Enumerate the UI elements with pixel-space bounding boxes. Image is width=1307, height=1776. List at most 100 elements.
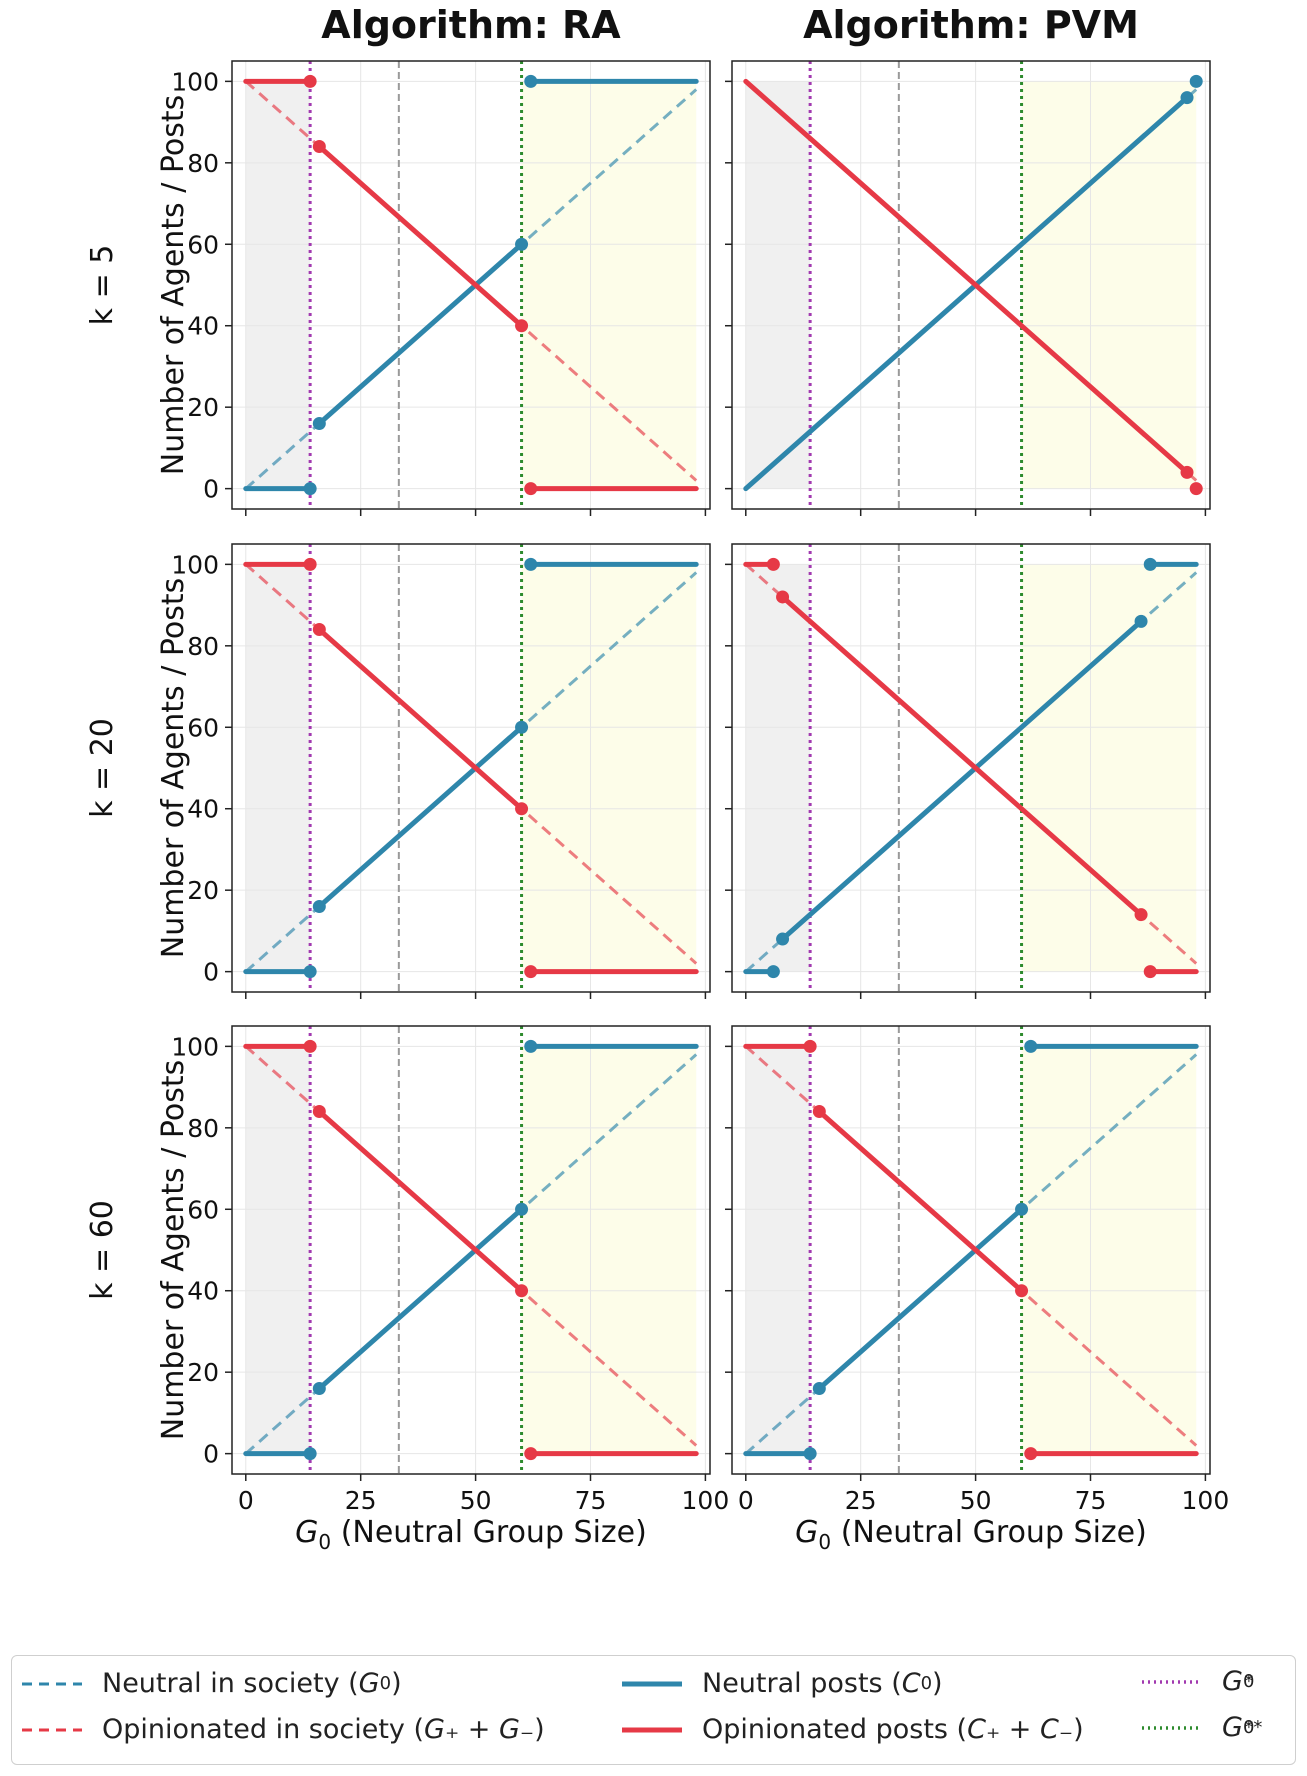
- legend-neutral-society: Neutral in society (G 0): [22, 1668, 402, 1699]
- shade-region-right: [1021, 81, 1197, 489]
- x-axis-label: G0 (Neutral Group Size): [795, 1515, 1147, 1554]
- opinionated-posts-segment: [780, 594, 1144, 918]
- opinionated-posts-point: [515, 319, 529, 333]
- neutral-posts-point: [1024, 1039, 1038, 1053]
- plot-area: [732, 544, 1210, 992]
- column-title: Algorithm: PVM: [803, 3, 1139, 47]
- neutral-posts-point: [1143, 557, 1157, 571]
- neutral-posts-point: [1015, 1202, 1029, 1216]
- neutral-posts-point: [515, 237, 529, 251]
- neutral-posts-segment: [316, 1206, 525, 1391]
- neutral-posts-point: [1180, 91, 1194, 105]
- shade-region-left: [745, 1046, 811, 1454]
- shade-region-right: [1021, 564, 1197, 972]
- opinionated-posts-point: [1180, 465, 1194, 479]
- neutral-posts-segment: [780, 618, 1144, 942]
- opinionated-posts-point: [1189, 482, 1203, 496]
- plot-area: [232, 1026, 710, 1474]
- x-tick-label: 50: [960, 1486, 992, 1515]
- y-tick-label: 60: [187, 1195, 219, 1224]
- opinionated-posts-point: [515, 1284, 529, 1298]
- opinionated-posts-point: [812, 1105, 826, 1119]
- x-tick-label: 100: [682, 1486, 730, 1515]
- opinionated-posts-point: [312, 1105, 326, 1119]
- legend-opinionated-society: Opinionated in society (G₊ + G₋): [22, 1714, 545, 1745]
- x-tick-label: 0: [738, 1486, 754, 1515]
- neutral-posts-point: [312, 899, 326, 913]
- neutral-posts-point: [303, 482, 317, 496]
- shade-region-left: [745, 81, 811, 489]
- opinionated-posts-point: [312, 623, 326, 637]
- y-tick-label: 40: [187, 1277, 219, 1306]
- opinionated-posts-segment: [316, 144, 525, 329]
- shade-region-right: [521, 564, 697, 972]
- y-tick-label: 20: [187, 393, 219, 422]
- axes-frame: [231, 543, 711, 993]
- neutral-posts-point: [766, 965, 780, 979]
- neutral-posts-segment: [316, 724, 525, 909]
- y-tick-label: 100: [171, 67, 219, 96]
- y-tick-label: 0: [203, 958, 219, 987]
- opinionated-posts-point: [303, 1039, 317, 1053]
- neutral-posts-point: [312, 1381, 326, 1395]
- shade-region-right: [521, 1046, 697, 1454]
- neutral-posts-point: [312, 416, 326, 430]
- plot-area: [232, 61, 710, 509]
- legend-g-star: G 0 *: [1142, 1666, 1255, 1697]
- panel-pvm-k60: 0 25 50 75 100: [725, 1025, 1229, 1515]
- opinionated-posts-point: [524, 965, 538, 979]
- y-tick-label: 80: [187, 149, 219, 178]
- axes-frame: [731, 1025, 1211, 1475]
- legend-g-star-star: G 0 **: [1142, 1712, 1263, 1743]
- x-tick-label: 75: [1075, 1486, 1107, 1515]
- x-tick-label: 25: [845, 1486, 877, 1515]
- plot-area: [732, 61, 1210, 509]
- neutral-posts-point: [1134, 614, 1148, 628]
- opinionated-posts-segment: [743, 78, 1190, 475]
- opinionated-posts-point: [312, 140, 326, 154]
- shade-region-right: [521, 81, 697, 489]
- y-tick-label: 100: [171, 550, 219, 579]
- x-axis-label: G0 (Neutral Group Size): [295, 1515, 647, 1554]
- opinionated-posts-point: [1024, 1447, 1038, 1461]
- x-tick-label: 50: [460, 1486, 492, 1515]
- panel-ra-k20: 0 20 40 60 80 100: [171, 543, 711, 999]
- legend-opinionated-posts: Opinionated posts (C₊ + C₋): [622, 1714, 1084, 1745]
- opinionated-posts-point: [524, 482, 538, 496]
- row-label: k = 60: [85, 1200, 120, 1300]
- row-label: k = 20: [85, 718, 120, 818]
- opinionated-posts-segment: [816, 1109, 1025, 1294]
- neutral-posts-point: [812, 1381, 826, 1395]
- opinionated-posts-point: [776, 590, 790, 604]
- y-tick-label: 80: [187, 632, 219, 661]
- neutral-posts-point: [515, 720, 529, 734]
- shade-region-left: [245, 1046, 311, 1454]
- y-axis-label: Number of Agents / Posts: [156, 95, 191, 476]
- legend: Neutral in society (G 0) Opinionated in s…: [11, 1655, 1296, 1765]
- column-title: Algorithm: RA: [321, 3, 621, 47]
- neutral-posts-point: [1189, 74, 1203, 88]
- neutral-posts-segment: [743, 95, 1190, 492]
- neutral-posts-segment: [316, 241, 525, 426]
- plot-area: [732, 1026, 1210, 1474]
- axes-frame: [731, 60, 1211, 510]
- y-tick-label: 80: [187, 1114, 219, 1143]
- shade-region-left: [745, 564, 811, 972]
- opinionated-posts-point: [303, 74, 317, 88]
- x-tick-label: 25: [345, 1486, 377, 1515]
- neutral-posts-point: [303, 965, 317, 979]
- y-tick-label: 40: [187, 795, 219, 824]
- panel-ra-k60: 0 20 40 60 80 100 0 25 50 75 100: [171, 1025, 730, 1515]
- panel-ra-k5: 0 20 40 60 80 100: [171, 60, 711, 516]
- y-tick-label: 0: [203, 1440, 219, 1469]
- opinionated-posts-point: [524, 1447, 538, 1461]
- y-tick-label: 60: [187, 230, 219, 259]
- opinionated-posts-point: [515, 802, 529, 816]
- neutral-posts-point: [524, 557, 538, 571]
- row-label: k = 5: [85, 245, 120, 326]
- plot-area: [232, 544, 710, 992]
- neutral-posts-point: [515, 1202, 529, 1216]
- y-tick-label: 20: [187, 876, 219, 905]
- axes-frame: [231, 60, 711, 510]
